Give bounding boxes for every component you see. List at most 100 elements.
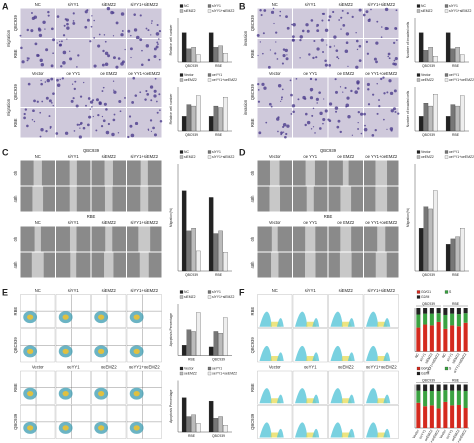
stained-cell [312,56,315,60]
g2-peak [383,318,391,327]
bar [450,238,456,272]
legend-label: NC [184,150,189,154]
stained-cell [153,47,157,51]
stained-cell [299,35,303,39]
stained-cell [150,22,153,24]
stained-cell [316,25,318,28]
stained-cell [141,49,143,52]
stained-cell [112,118,116,122]
stained-cell [359,112,364,116]
stained-cell [258,131,262,135]
stained-cell [365,10,369,14]
stained-cell [284,135,287,139]
x-tick-label: RBE [452,64,460,68]
stained-cell [117,132,120,134]
g2-peak [276,352,284,361]
stained-cell [106,6,111,11]
stained-cell [120,62,124,66]
stained-cell [284,48,288,53]
stained-cell [158,38,160,40]
stained-cell [83,81,85,84]
stained-cell [147,29,150,32]
scratch-gap [375,252,387,278]
scratch-gap [105,226,113,252]
row-label: QBC939 [13,15,18,32]
column-label: siYY1 [68,288,80,293]
stained-cell [37,54,40,57]
legend-swatch [416,155,421,159]
stained-cell [277,130,279,133]
stained-cell [39,135,42,138]
stained-cell [365,40,369,43]
stained-cell [322,122,324,125]
stained-cell [93,19,95,22]
stained-cell [154,77,157,80]
g1-peak [366,311,379,327]
stained-cell [281,62,285,65]
stained-cell [139,91,142,94]
x-tick-label: siYY1 [419,352,427,362]
legend-label: Vector [184,73,194,77]
x-tick-label: RBE [188,434,196,438]
column-label: siEMZ2 [102,220,117,225]
scratch-gap [31,252,44,278]
micrograph [56,77,91,107]
stained-cell [134,121,139,126]
row-label: QBC939 [250,15,255,32]
bar [433,190,438,272]
row-label: QBC939 [250,413,255,430]
stained-cell [277,84,282,88]
legend-swatch [416,150,421,154]
g2-peak [312,318,320,327]
stacked-segment [443,390,448,402]
stained-cell [131,101,135,104]
bar [196,95,201,132]
stained-cell [159,119,163,123]
stained-cell [381,26,383,28]
legend-label: siYY1 [212,150,221,154]
cell-cloud-core [27,390,34,397]
column-label: oe YY1 [303,154,317,159]
scratch-gap [69,226,77,252]
stained-cell [107,122,111,126]
stained-cell [52,104,54,107]
stacked-segment [416,390,421,403]
block-title: RBE [324,214,333,219]
legend-label: oeYY1 [449,73,459,77]
stained-cell [390,129,393,132]
bar [223,97,228,132]
g1-peak [295,311,308,327]
bar [208,400,214,433]
stacked-segment [436,308,441,314]
side-label: invasion [243,30,248,46]
legend-label: siEMZ2 [184,9,196,13]
row-label: QBC939 [250,84,255,101]
stained-cell [326,44,328,46]
stacked-segment [450,325,455,352]
bar [445,116,451,132]
stained-cell [345,41,349,45]
x-tick-label: NC [441,352,447,359]
stained-cell [276,58,279,60]
stained-cell [24,108,28,111]
stained-cell [69,57,73,61]
stained-cell [328,102,333,106]
panel-label: A [2,1,9,11]
stacked-segment [443,384,448,391]
stained-cell [316,29,320,33]
row-label: 48h [250,261,255,269]
block-title: QBC939 [320,148,337,153]
legend-label: S [449,366,452,370]
stained-cell [373,57,377,61]
g1-peak [259,345,272,361]
g2-peak [312,352,320,361]
bar [196,54,201,63]
stained-cell [158,29,162,33]
stained-cell [85,104,87,107]
stained-cell [374,128,377,132]
row-label: RBE [13,307,18,316]
stained-cell [133,28,138,32]
stained-cell [40,79,42,82]
stained-cell [351,134,354,136]
stacked-segment [443,314,448,329]
